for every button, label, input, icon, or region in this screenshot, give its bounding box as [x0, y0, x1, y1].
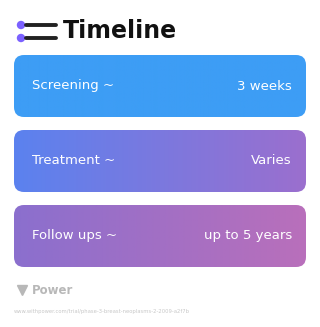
Text: Timeline: Timeline	[63, 19, 177, 43]
Text: 3 weeks: 3 weeks	[237, 79, 292, 93]
Text: Treatment ~: Treatment ~	[32, 154, 115, 167]
Circle shape	[18, 22, 25, 28]
Text: Power: Power	[32, 284, 73, 297]
Text: Follow ups ~: Follow ups ~	[32, 230, 117, 243]
Text: www.withpower.com/trial/phase-3-breast-neoplasms-2-2009-a2f7b: www.withpower.com/trial/phase-3-breast-n…	[14, 309, 190, 315]
Text: Screening ~: Screening ~	[32, 79, 114, 93]
Circle shape	[18, 35, 25, 42]
Text: up to 5 years: up to 5 years	[204, 230, 292, 243]
Text: Varies: Varies	[252, 154, 292, 167]
